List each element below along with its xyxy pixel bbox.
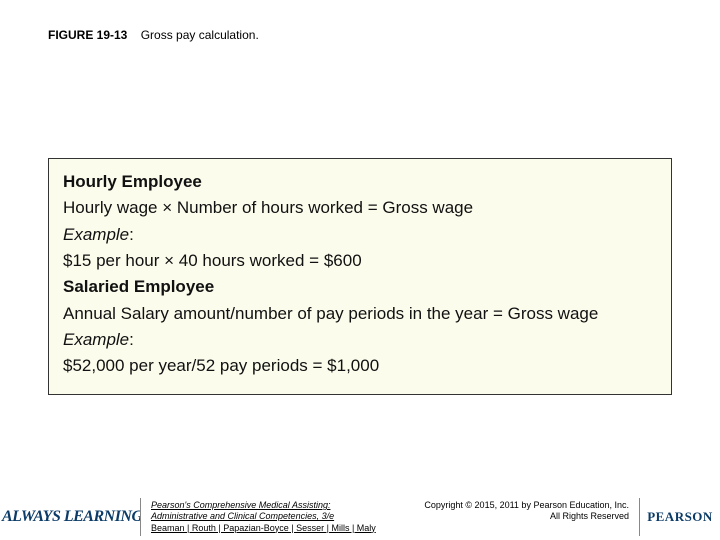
salaried-formula: Annual Salary amount/number of pay perio… bbox=[63, 301, 657, 327]
rights-text: All Rights Reserved bbox=[424, 511, 629, 522]
salaried-example-label: Example bbox=[63, 330, 129, 349]
hourly-formula: Hourly wage × Number of hours worked = G… bbox=[63, 195, 657, 221]
footer-right: Copyright © 2015, 2011 by Pearson Educat… bbox=[424, 500, 629, 536]
figure-number: FIGURE 19-13 bbox=[48, 28, 127, 42]
footer-left: Pearson's Comprehensive Medical Assistin… bbox=[151, 500, 376, 536]
pearson-logo: PEARSON bbox=[640, 498, 720, 536]
hourly-example-label: Example bbox=[63, 225, 129, 244]
salaried-example-label-row: Example: bbox=[63, 327, 657, 353]
book-title: Pearson's Comprehensive Medical Assistin… bbox=[151, 500, 376, 511]
hourly-example-label-row: Example: bbox=[63, 222, 657, 248]
slide: FIGURE 19-13 Gross pay calculation. Hour… bbox=[0, 0, 720, 540]
salaried-example-value: $52,000 per year/52 pay periods = $1,000 bbox=[63, 353, 657, 379]
book-authors: Beaman | Routh | Papazian-Boyce | Sesser… bbox=[151, 523, 376, 534]
always-learning-banner: ALWAYS LEARNING bbox=[0, 498, 140, 536]
salaried-heading: Salaried Employee bbox=[63, 274, 657, 300]
hourly-example-colon: : bbox=[129, 225, 134, 244]
figure-title: Gross pay calculation. bbox=[141, 28, 259, 42]
figure-header: FIGURE 19-13 Gross pay calculation. bbox=[48, 28, 259, 42]
book-subtitle: Administrative and Clinical Competencies… bbox=[151, 511, 376, 522]
footer: ALWAYS LEARNING Pearson's Comprehensive … bbox=[0, 498, 720, 536]
hourly-heading: Hourly Employee bbox=[63, 169, 657, 195]
calculation-box: Hourly Employee Hourly wage × Number of … bbox=[48, 158, 672, 395]
footer-mid: Pearson's Comprehensive Medical Assistin… bbox=[140, 498, 640, 536]
salaried-example-colon: : bbox=[129, 330, 134, 349]
copyright-text: Copyright © 2015, 2011 by Pearson Educat… bbox=[424, 500, 629, 511]
hourly-example-value: $15 per hour × 40 hours worked = $600 bbox=[63, 248, 657, 274]
